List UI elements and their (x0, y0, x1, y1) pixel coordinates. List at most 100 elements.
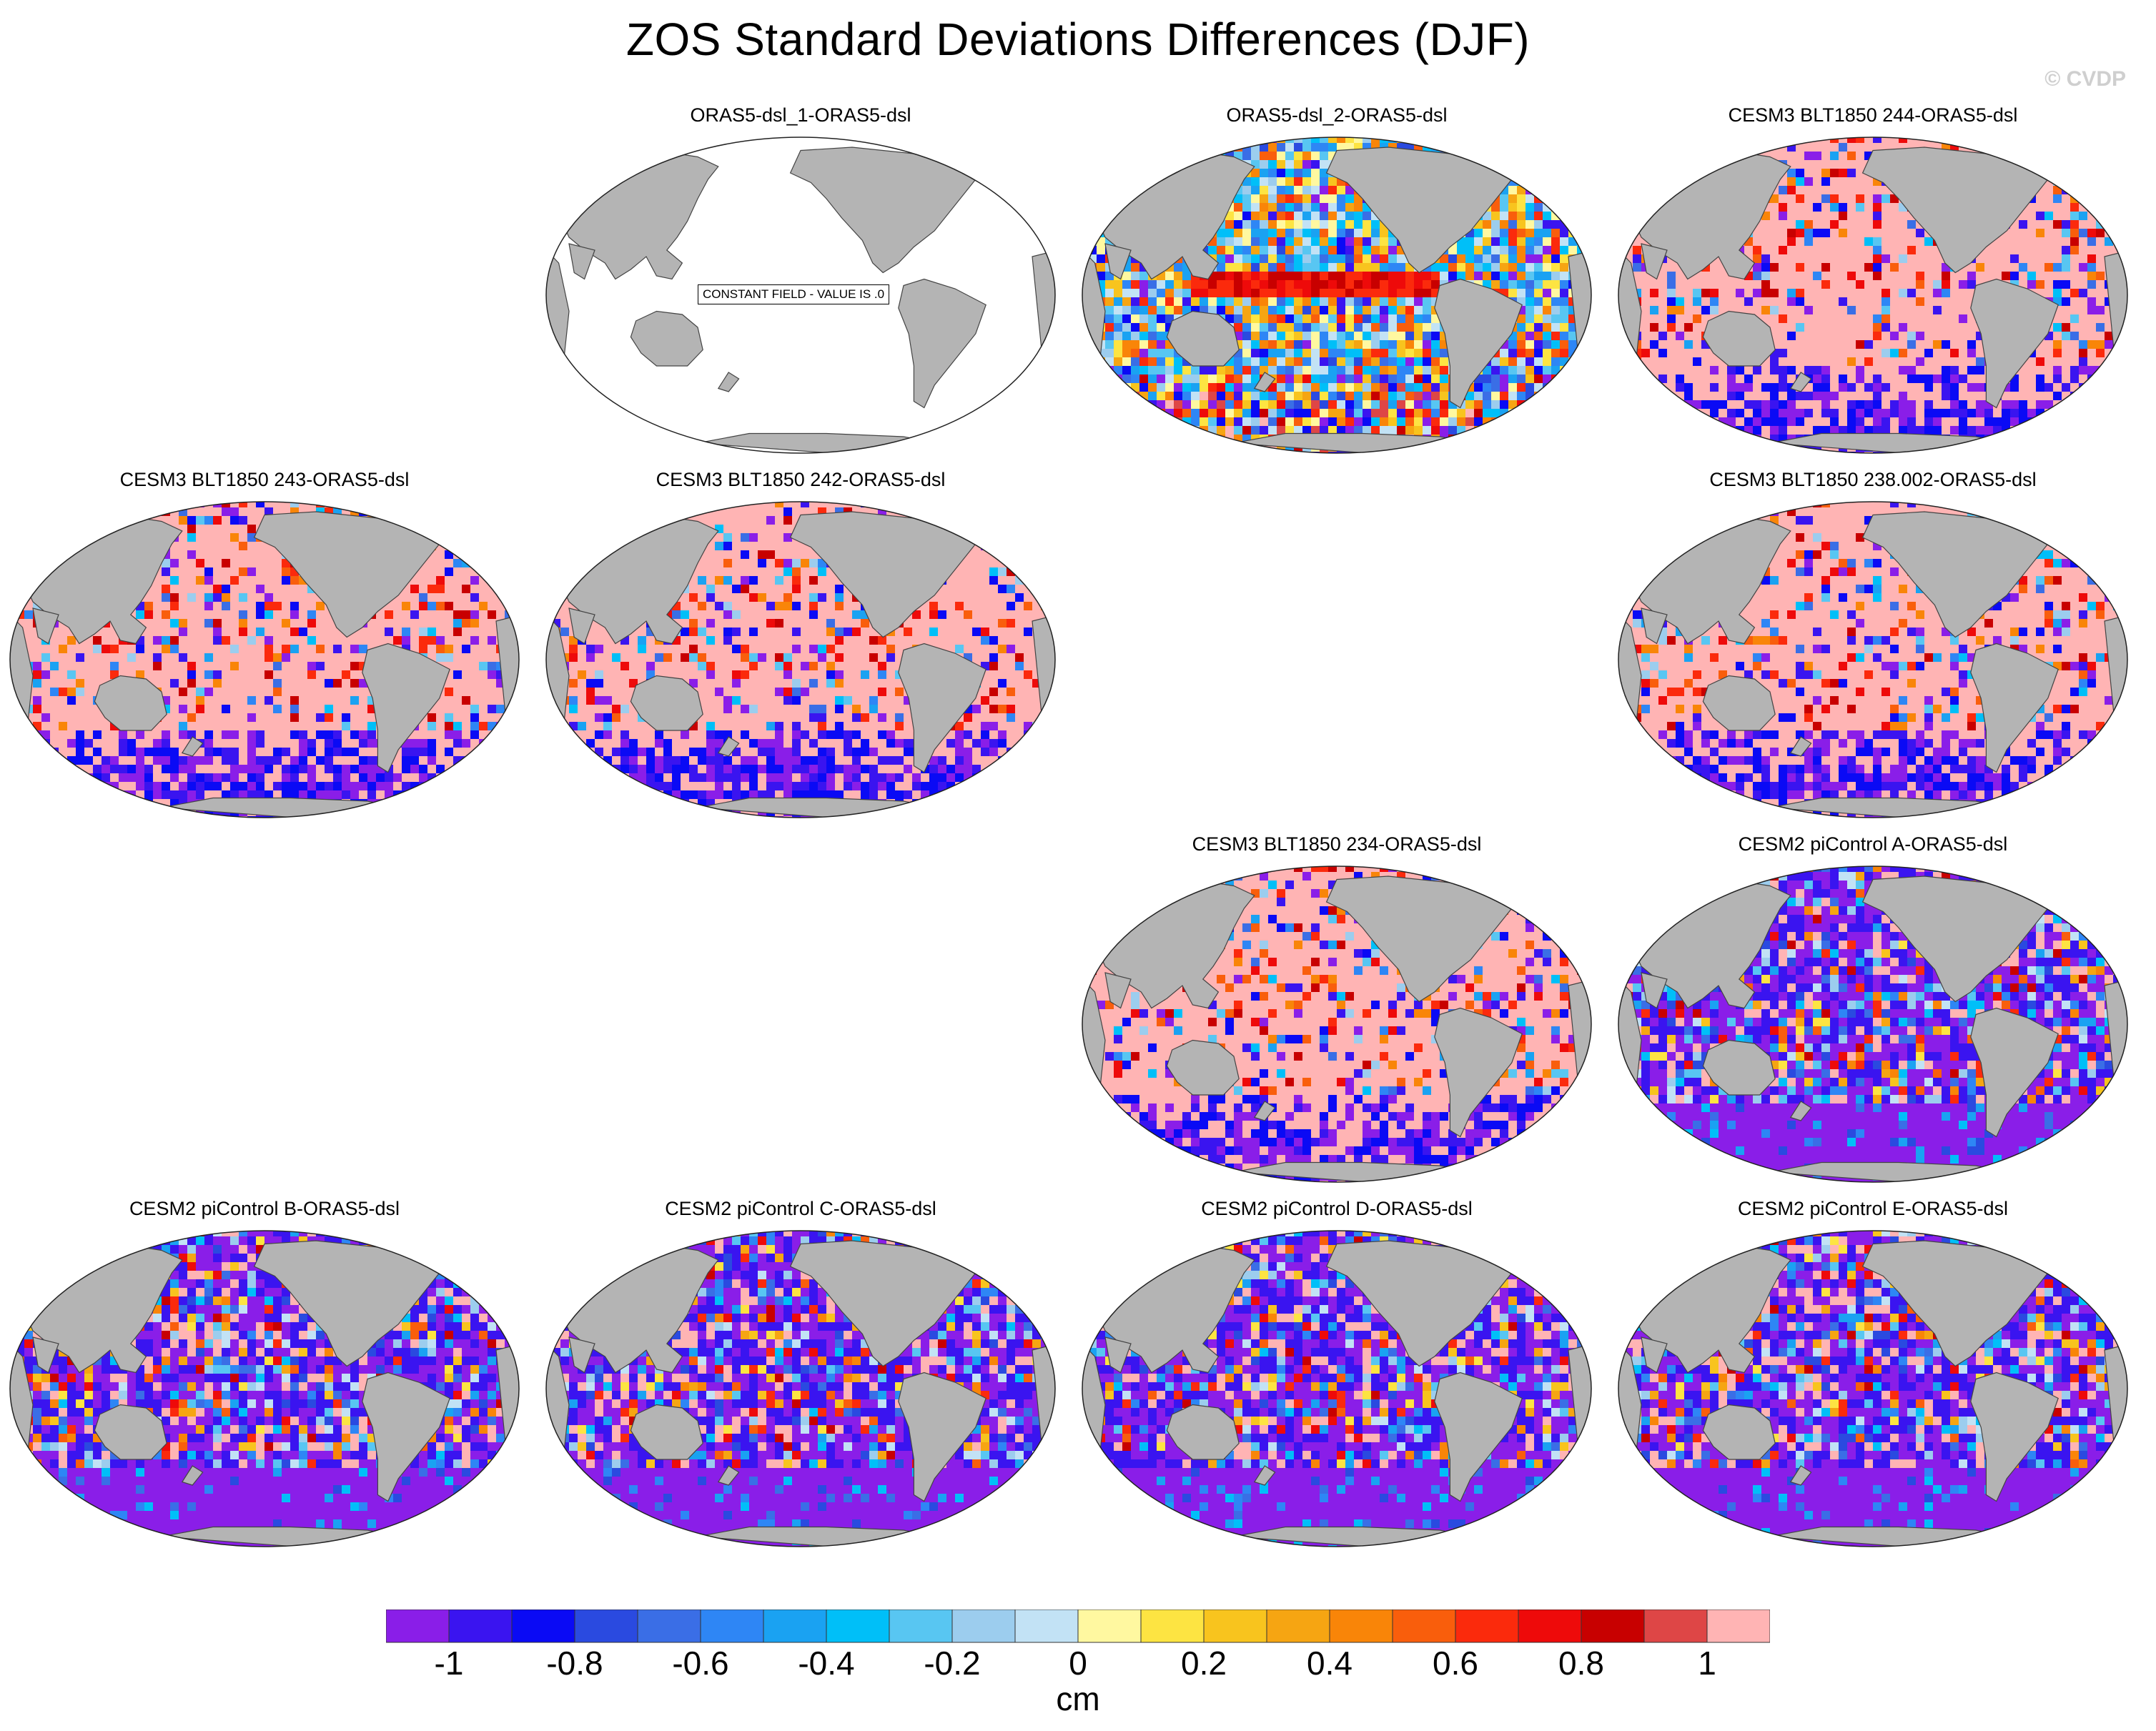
land-nz (1253, 1101, 1276, 1121)
land-nz (1789, 736, 1812, 757)
land-australia (1702, 1404, 1776, 1460)
land-nz (717, 1465, 740, 1486)
colorbar-tick-label: 0.4 (1307, 1644, 1353, 1682)
land-europe (1563, 166, 1591, 232)
land-nz (717, 372, 740, 392)
map-plot (1082, 137, 1592, 454)
colorbar-swatch (386, 1610, 450, 1643)
land-australia (1702, 675, 1776, 731)
colorbar-swatch (826, 1610, 890, 1643)
land-samerica (1970, 1007, 2059, 1138)
land-india (1104, 1336, 1132, 1374)
colorbar-swatch (763, 1610, 827, 1643)
panel-title: ORAS5-dsl_1-ORAS5-dsl (543, 104, 1058, 127)
map-panel-cesm2-e: CESM2 piControl E-ORAS5-dsl (1616, 1198, 2130, 1555)
land-greenland (1510, 869, 1564, 909)
ocean-field (1618, 502, 2127, 818)
map-plot (1082, 866, 1592, 1183)
land-india (1104, 972, 1132, 1009)
land-greenland (2047, 505, 2100, 545)
land-europe (490, 1259, 519, 1326)
panel-title: CESM2 piControl B-ORAS5-dsl (7, 1198, 522, 1220)
land-samerica (898, 643, 986, 773)
land-europe (2099, 530, 2127, 597)
map-panel-cesm2-c: CESM2 piControl C-ORAS5-dsl (543, 1198, 1058, 1555)
map-border (545, 1230, 1056, 1547)
land-nz (1789, 372, 1812, 392)
ocean-field (10, 1231, 519, 1547)
colorbar-swatch (1329, 1610, 1393, 1643)
land-india (32, 1336, 59, 1374)
map-border (1618, 137, 2128, 454)
ocean-field (546, 1231, 1055, 1547)
land-australia (630, 1404, 703, 1460)
colorbar-swatch (1077, 1610, 1142, 1643)
colorbar-swatch (574, 1610, 638, 1643)
land-europe (490, 530, 519, 597)
land-nz (1253, 372, 1276, 392)
map-border (1618, 1230, 2128, 1547)
colorbar-swatch (1203, 1610, 1267, 1643)
land-nz (1789, 1101, 1812, 1121)
map-panel-cesm2-b: CESM2 piControl B-ORAS5-dsl (7, 1198, 522, 1555)
colorbar-swatch (1455, 1610, 1519, 1643)
colorbar-swatch (511, 1610, 575, 1643)
colorbar-swatch (1581, 1610, 1645, 1643)
colorbar-swatch (448, 1610, 513, 1643)
map-panel-oras5-dsl-2: ORAS5-dsl_2-ORAS5-dsl (1079, 104, 1594, 462)
map-border (9, 1230, 520, 1547)
map-plot (1618, 501, 2128, 818)
map-border (1082, 1230, 1592, 1547)
panel-title: CESM3 BLT1850 238.002-ORAS5-dsl (1616, 469, 2130, 491)
land-india (568, 243, 595, 280)
map-border (1082, 866, 1592, 1183)
land-europe (2099, 166, 2127, 232)
land-greenland (1510, 140, 1564, 180)
map-panel-cesm2-a: CESM2 piControl A-ORAS5-dsl (1616, 833, 2130, 1191)
land-india (1641, 972, 1668, 1009)
colorbar-swatch (1706, 1610, 1770, 1643)
colorbar-swatch (1140, 1610, 1205, 1643)
land-greenland (2047, 869, 2100, 909)
map-panel-cesm2-d: CESM2 piControl D-ORAS5-dsl (1079, 1198, 1594, 1555)
panel-title: CESM2 piControl E-ORAS5-dsl (1616, 1198, 2130, 1220)
land-greenland (2047, 140, 2100, 180)
ocean-field (1082, 866, 1591, 1182)
panel-title: CESM3 BLT1850 244-ORAS5-dsl (1616, 104, 2130, 127)
map-plot (9, 501, 520, 818)
cvdp-watermark: © CVDP (2044, 67, 2126, 91)
land-greenland (974, 505, 1028, 545)
panel-title: CESM2 piControl A-ORAS5-dsl (1616, 833, 2130, 855)
panel-title: CESM3 BLT1850 243-ORAS5-dsl (7, 469, 522, 491)
land-greenland (974, 1234, 1028, 1274)
map-plot (1618, 866, 2128, 1183)
colorbar-tick-label: 0.2 (1181, 1644, 1227, 1682)
map-plot (545, 137, 1056, 454)
colorbar-tick-label: -0.8 (546, 1644, 603, 1682)
land-samerica (898, 278, 986, 409)
land-nz (181, 736, 204, 757)
map-panel-oras5-dsl-1: ORAS5-dsl_1-ORAS5-dsl CONSTANT FIELD - V… (543, 104, 1058, 462)
colorbar-swatch (1392, 1610, 1456, 1643)
land-australia (1702, 1039, 1776, 1096)
colorbar-swatch (637, 1610, 701, 1643)
colorbar-tick-label: 1 (1698, 1644, 1716, 1682)
land-greenland (1510, 1234, 1564, 1274)
ocean-field (1618, 137, 2127, 453)
map-plot (9, 1230, 520, 1547)
land-europe (2099, 1259, 2127, 1326)
map-plot (545, 501, 1056, 818)
map-border (9, 501, 520, 818)
land-nz (181, 1465, 204, 1486)
map-panel-cesm3-243: CESM3 BLT1850 243-ORAS5-dsl (7, 469, 522, 826)
ocean-field (1082, 1231, 1591, 1547)
map-border (1618, 501, 2128, 818)
colorbar-units: cm (0, 1680, 2156, 1718)
land-europe (1563, 895, 1591, 961)
colorbar-swatch (1643, 1610, 1708, 1643)
land-samerica (1434, 278, 1523, 409)
panel-title: CESM2 piControl C-ORAS5-dsl (543, 1198, 1058, 1220)
land-samerica (362, 643, 450, 773)
land-samerica (1434, 1007, 1523, 1138)
land-australia (1166, 1404, 1240, 1460)
